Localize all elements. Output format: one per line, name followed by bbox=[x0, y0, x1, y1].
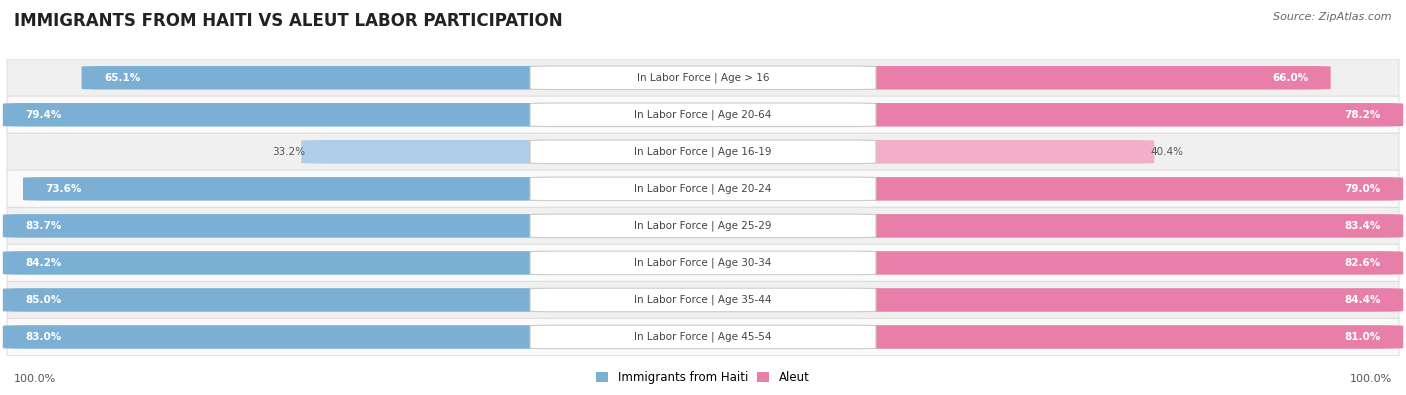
Text: In Labor Force | Age 45-54: In Labor Force | Age 45-54 bbox=[634, 332, 772, 342]
FancyBboxPatch shape bbox=[530, 66, 876, 90]
FancyBboxPatch shape bbox=[853, 288, 1403, 312]
Text: 84.2%: 84.2% bbox=[25, 258, 62, 268]
Text: In Labor Force | Age 35-44: In Labor Force | Age 35-44 bbox=[634, 295, 772, 305]
FancyBboxPatch shape bbox=[853, 177, 1403, 201]
Text: 65.1%: 65.1% bbox=[104, 73, 141, 83]
Text: 79.4%: 79.4% bbox=[25, 110, 62, 120]
FancyBboxPatch shape bbox=[530, 103, 876, 126]
FancyBboxPatch shape bbox=[7, 207, 1399, 245]
FancyBboxPatch shape bbox=[22, 177, 553, 201]
FancyBboxPatch shape bbox=[3, 214, 553, 238]
Text: 73.6%: 73.6% bbox=[45, 184, 82, 194]
FancyBboxPatch shape bbox=[7, 281, 1399, 319]
FancyBboxPatch shape bbox=[530, 214, 876, 238]
Text: 100.0%: 100.0% bbox=[1350, 374, 1392, 384]
Text: 78.2%: 78.2% bbox=[1344, 110, 1381, 120]
Text: 79.0%: 79.0% bbox=[1344, 184, 1381, 194]
FancyBboxPatch shape bbox=[3, 251, 553, 275]
Text: In Labor Force | Age 30-34: In Labor Force | Age 30-34 bbox=[634, 258, 772, 268]
Text: 81.0%: 81.0% bbox=[1344, 332, 1381, 342]
FancyBboxPatch shape bbox=[7, 59, 1399, 96]
Text: In Labor Force | Age 16-19: In Labor Force | Age 16-19 bbox=[634, 147, 772, 157]
Text: 84.4%: 84.4% bbox=[1344, 295, 1381, 305]
FancyBboxPatch shape bbox=[3, 325, 553, 349]
FancyBboxPatch shape bbox=[853, 140, 1154, 164]
Text: 82.6%: 82.6% bbox=[1344, 258, 1381, 268]
FancyBboxPatch shape bbox=[3, 288, 553, 312]
Text: In Labor Force | Age 25-29: In Labor Force | Age 25-29 bbox=[634, 221, 772, 231]
FancyBboxPatch shape bbox=[530, 140, 876, 164]
FancyBboxPatch shape bbox=[530, 177, 876, 201]
FancyBboxPatch shape bbox=[853, 103, 1403, 126]
FancyBboxPatch shape bbox=[530, 288, 876, 312]
FancyBboxPatch shape bbox=[530, 325, 876, 349]
Text: In Labor Force | Age > 16: In Labor Force | Age > 16 bbox=[637, 73, 769, 83]
Text: 33.2%: 33.2% bbox=[273, 147, 305, 157]
FancyBboxPatch shape bbox=[7, 133, 1399, 171]
Text: 40.4%: 40.4% bbox=[1150, 147, 1182, 157]
Text: IMMIGRANTS FROM HAITI VS ALEUT LABOR PARTICIPATION: IMMIGRANTS FROM HAITI VS ALEUT LABOR PAR… bbox=[14, 12, 562, 30]
FancyBboxPatch shape bbox=[7, 170, 1399, 207]
Text: 100.0%: 100.0% bbox=[14, 374, 56, 384]
FancyBboxPatch shape bbox=[853, 214, 1403, 238]
FancyBboxPatch shape bbox=[853, 251, 1403, 275]
Text: In Labor Force | Age 20-24: In Labor Force | Age 20-24 bbox=[634, 184, 772, 194]
FancyBboxPatch shape bbox=[7, 318, 1399, 356]
FancyBboxPatch shape bbox=[853, 66, 1330, 90]
FancyBboxPatch shape bbox=[530, 251, 876, 275]
Text: Source: ZipAtlas.com: Source: ZipAtlas.com bbox=[1274, 12, 1392, 22]
FancyBboxPatch shape bbox=[82, 66, 553, 90]
Text: 83.7%: 83.7% bbox=[25, 221, 62, 231]
FancyBboxPatch shape bbox=[3, 103, 553, 126]
FancyBboxPatch shape bbox=[853, 325, 1403, 349]
Text: 83.0%: 83.0% bbox=[25, 332, 62, 342]
Text: In Labor Force | Age 20-64: In Labor Force | Age 20-64 bbox=[634, 109, 772, 120]
Legend: Immigrants from Haiti, Aleut: Immigrants from Haiti, Aleut bbox=[592, 367, 814, 389]
FancyBboxPatch shape bbox=[7, 96, 1399, 134]
Text: 85.0%: 85.0% bbox=[25, 295, 62, 305]
FancyBboxPatch shape bbox=[7, 244, 1399, 282]
FancyBboxPatch shape bbox=[301, 140, 553, 164]
Text: 83.4%: 83.4% bbox=[1344, 221, 1381, 231]
Text: 66.0%: 66.0% bbox=[1272, 73, 1308, 83]
